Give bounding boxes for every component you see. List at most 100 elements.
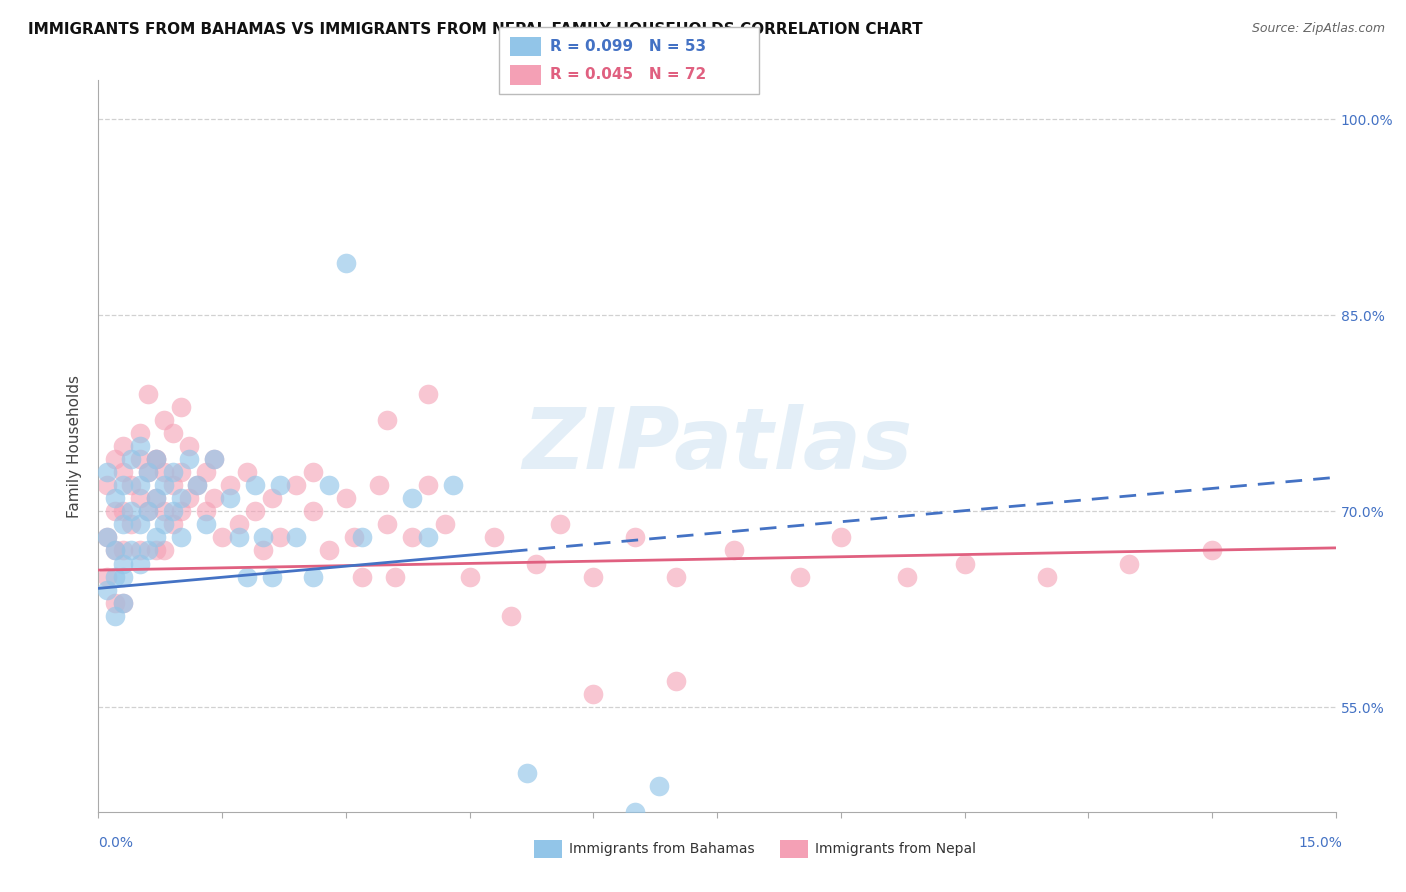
Point — [112, 465, 135, 479]
Point — [104, 504, 127, 518]
Point — [418, 386, 440, 401]
Point — [145, 452, 167, 467]
Point — [128, 478, 150, 492]
Point — [128, 452, 150, 467]
Point — [236, 569, 259, 583]
Point — [219, 491, 242, 506]
Point — [96, 530, 118, 544]
Point — [243, 478, 266, 492]
Point — [335, 256, 357, 270]
Point — [582, 687, 605, 701]
Point — [252, 530, 274, 544]
Point — [401, 530, 423, 544]
Point — [136, 386, 159, 401]
Point — [162, 504, 184, 518]
Point — [112, 569, 135, 583]
Point — [648, 779, 671, 793]
Point — [170, 465, 193, 479]
Point — [153, 465, 176, 479]
Point — [104, 543, 127, 558]
Point — [112, 543, 135, 558]
Point — [136, 504, 159, 518]
Point — [953, 557, 976, 571]
Point — [112, 596, 135, 610]
Y-axis label: Family Households: Family Households — [67, 375, 83, 517]
Point — [104, 596, 127, 610]
Point — [367, 478, 389, 492]
Point — [375, 413, 398, 427]
Point — [136, 465, 159, 479]
Point — [623, 530, 645, 544]
Point — [128, 543, 150, 558]
Point — [302, 569, 325, 583]
Point — [112, 596, 135, 610]
Point — [418, 530, 440, 544]
Point — [179, 452, 201, 467]
Point — [194, 465, 217, 479]
Point — [96, 569, 118, 583]
Point — [112, 504, 135, 518]
Text: Source: ZipAtlas.com: Source: ZipAtlas.com — [1251, 22, 1385, 36]
Point — [136, 504, 159, 518]
Point — [170, 530, 193, 544]
Point — [186, 478, 208, 492]
Point — [269, 478, 291, 492]
Point — [1201, 543, 1223, 558]
Text: Immigrants from Nepal: Immigrants from Nepal — [815, 842, 977, 856]
Point — [335, 491, 357, 506]
Point — [170, 491, 193, 506]
Text: ZIPatlas: ZIPatlas — [522, 404, 912, 488]
Point — [441, 478, 464, 492]
Point — [153, 517, 176, 532]
Point — [145, 491, 167, 506]
Point — [219, 478, 242, 492]
Point — [665, 569, 688, 583]
Point — [384, 569, 406, 583]
Point — [582, 569, 605, 583]
Text: R = 0.045   N = 72: R = 0.045 N = 72 — [550, 68, 706, 82]
Point — [433, 517, 456, 532]
Point — [458, 569, 481, 583]
Point — [104, 569, 127, 583]
Point — [723, 543, 745, 558]
Point — [153, 504, 176, 518]
Point — [120, 452, 142, 467]
Point — [112, 517, 135, 532]
Text: R = 0.099   N = 53: R = 0.099 N = 53 — [550, 39, 706, 54]
Point — [665, 674, 688, 689]
Point — [318, 478, 340, 492]
Point — [302, 504, 325, 518]
Point — [136, 543, 159, 558]
Point — [136, 465, 159, 479]
Point — [112, 439, 135, 453]
Point — [186, 478, 208, 492]
Point — [375, 517, 398, 532]
Point — [516, 765, 538, 780]
Point — [211, 530, 233, 544]
Point — [153, 543, 176, 558]
Point — [194, 504, 217, 518]
Text: 0.0%: 0.0% — [98, 836, 134, 850]
Point — [162, 478, 184, 492]
Point — [96, 478, 118, 492]
Point — [789, 569, 811, 583]
Point — [120, 504, 142, 518]
Point — [285, 478, 308, 492]
Point — [128, 557, 150, 571]
Point — [162, 465, 184, 479]
Point — [524, 557, 547, 571]
Point — [153, 413, 176, 427]
Point — [120, 543, 142, 558]
Point — [302, 465, 325, 479]
Point — [252, 543, 274, 558]
Point — [128, 439, 150, 453]
Point — [623, 805, 645, 819]
Point — [104, 452, 127, 467]
Text: Immigrants from Bahamas: Immigrants from Bahamas — [569, 842, 755, 856]
Point — [1036, 569, 1059, 583]
Point — [1118, 557, 1140, 571]
Point — [120, 517, 142, 532]
Point — [145, 452, 167, 467]
Point — [550, 517, 572, 532]
Point — [202, 452, 225, 467]
